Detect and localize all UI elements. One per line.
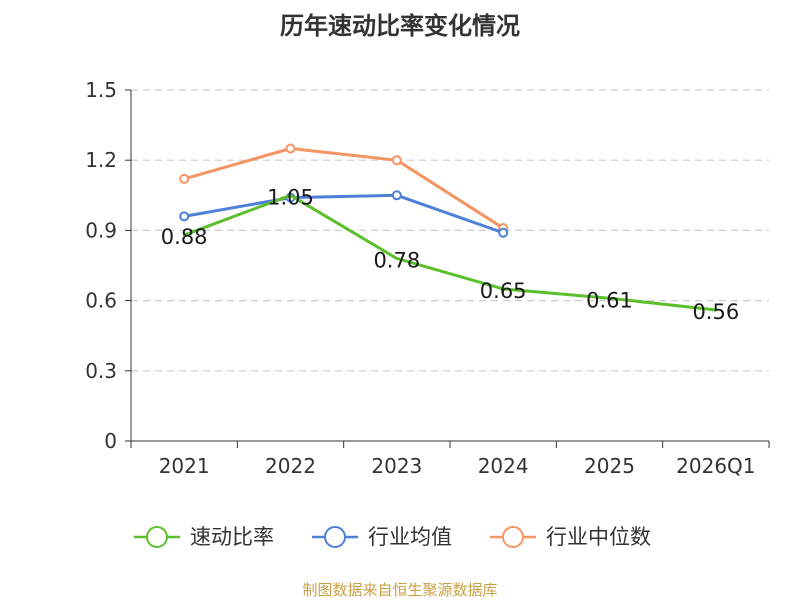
- data-point[interactable]: [391, 190, 402, 201]
- y-tick-label: 0.9: [85, 218, 117, 242]
- data-label: 1.05: [267, 185, 314, 209]
- data-point[interactable]: [391, 155, 402, 166]
- y-tick-label: 0: [104, 429, 117, 453]
- data-point[interactable]: [285, 143, 296, 154]
- data-label: 0.88: [161, 225, 208, 249]
- x-tick-label: 2022: [265, 454, 316, 478]
- x-tick-label: 2026Q1: [676, 454, 755, 478]
- x-tick-label: 2024: [478, 454, 529, 478]
- legend-item[interactable]: 速动比率: [134, 525, 274, 549]
- data-point[interactable]: [498, 227, 509, 238]
- x-tick-label: 2023: [371, 454, 422, 478]
- legend-marker: [502, 526, 524, 548]
- legend-item[interactable]: 行业中位数: [490, 525, 651, 549]
- data-label: 0.61: [586, 288, 633, 312]
- y-tick-label: 0.6: [85, 289, 117, 313]
- y-tick-label: 1.5: [85, 78, 117, 102]
- data-label: 0.56: [692, 300, 739, 324]
- y-tick-label: 1.2: [85, 148, 117, 172]
- legend-label: 速动比率: [190, 525, 274, 549]
- series-line: [182, 193, 718, 312]
- legend-label: 行业中位数: [546, 525, 651, 549]
- data-point[interactable]: [179, 211, 190, 222]
- y-tick-label: 0.3: [85, 359, 117, 383]
- legend-marker: [324, 526, 346, 548]
- x-tick-label: 2025: [584, 454, 635, 478]
- legend-item[interactable]: 行业均值: [312, 525, 452, 549]
- data-point[interactable]: [179, 173, 190, 184]
- x-tick-label: 2021: [159, 454, 210, 478]
- series-line: [182, 193, 505, 235]
- data-label: 0.78: [373, 248, 420, 272]
- data-source-note: 制图数据来自恒生聚源数据库: [302, 581, 498, 599]
- legend-label: 行业均值: [368, 525, 452, 549]
- legend-marker: [146, 526, 168, 548]
- series-line: [182, 147, 505, 230]
- chart-title: 历年速动比率变化情况: [280, 12, 520, 40]
- data-label: 0.65: [480, 279, 527, 303]
